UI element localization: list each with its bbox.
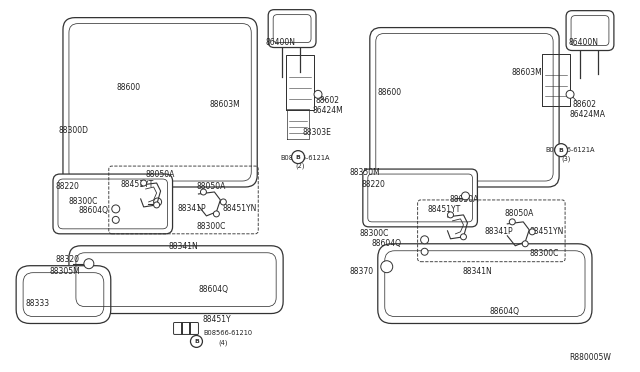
Text: 88604Q: 88604Q	[79, 206, 109, 215]
FancyBboxPatch shape	[63, 17, 257, 187]
Circle shape	[522, 241, 528, 247]
Text: 88341N: 88341N	[168, 242, 198, 251]
Text: (2): (2)	[295, 163, 305, 169]
Text: 88600: 88600	[116, 83, 141, 92]
Text: 88350M: 88350M	[350, 167, 381, 177]
Text: B: B	[296, 155, 301, 160]
Text: 86400N: 86400N	[265, 38, 295, 47]
Circle shape	[420, 236, 429, 244]
FancyBboxPatch shape	[370, 28, 559, 187]
Text: 88300C: 88300C	[360, 229, 389, 238]
Text: 88300D: 88300D	[59, 126, 89, 135]
Text: (4): (4)	[218, 339, 228, 346]
Circle shape	[154, 198, 161, 206]
Text: 88050A: 88050A	[196, 183, 226, 192]
Circle shape	[292, 151, 305, 164]
FancyBboxPatch shape	[566, 11, 614, 51]
Circle shape	[460, 234, 467, 240]
Text: 88300C: 88300C	[69, 198, 99, 206]
Text: 88220: 88220	[362, 180, 386, 189]
Text: 88451YT: 88451YT	[121, 180, 154, 189]
Circle shape	[421, 248, 428, 255]
Text: 88603M: 88603M	[511, 68, 542, 77]
Text: 88220: 88220	[56, 183, 80, 192]
Text: 88341N: 88341N	[463, 267, 492, 276]
Text: 86424M: 86424M	[312, 106, 343, 115]
Text: 88303E: 88303E	[302, 128, 331, 137]
Circle shape	[566, 90, 574, 98]
Text: 88451YT: 88451YT	[428, 205, 461, 214]
FancyBboxPatch shape	[363, 169, 477, 227]
Circle shape	[213, 211, 220, 217]
Circle shape	[84, 259, 94, 269]
Text: 88602: 88602	[572, 100, 596, 109]
Text: 88451YN: 88451YN	[529, 227, 564, 236]
Text: B081A6-6121A: B081A6-6121A	[280, 155, 330, 161]
Circle shape	[381, 261, 393, 273]
Text: B081A6-6121A: B081A6-6121A	[545, 147, 595, 153]
Text: 88050A: 88050A	[504, 209, 534, 218]
Text: 88604Q: 88604Q	[372, 239, 402, 248]
Text: 88370: 88370	[350, 267, 374, 276]
Text: 88341P: 88341P	[484, 227, 513, 236]
Text: 88050A: 88050A	[449, 195, 479, 205]
Text: 88600: 88600	[378, 88, 402, 97]
Circle shape	[529, 229, 535, 235]
Text: B: B	[559, 148, 564, 153]
FancyBboxPatch shape	[16, 266, 111, 324]
Text: 88602: 88602	[315, 96, 339, 105]
Text: 88603M: 88603M	[209, 100, 240, 109]
Text: 88300C: 88300C	[529, 249, 559, 258]
Text: 88050A: 88050A	[146, 170, 175, 179]
Circle shape	[314, 90, 322, 98]
FancyBboxPatch shape	[69, 246, 283, 314]
Text: 88604Q: 88604Q	[198, 285, 228, 294]
Circle shape	[141, 180, 147, 186]
Circle shape	[191, 336, 202, 347]
Text: 88333: 88333	[25, 299, 49, 308]
Text: 88341P: 88341P	[177, 205, 206, 214]
Text: 86400N: 86400N	[568, 38, 598, 47]
Text: 88604Q: 88604Q	[490, 307, 520, 316]
Circle shape	[447, 212, 454, 218]
Text: B08566-61210: B08566-61210	[204, 330, 253, 336]
Text: 86424MA: 86424MA	[569, 110, 605, 119]
Circle shape	[220, 199, 227, 205]
FancyBboxPatch shape	[378, 244, 592, 324]
Circle shape	[461, 192, 469, 200]
Circle shape	[509, 219, 515, 225]
Text: 88305M: 88305M	[49, 267, 80, 276]
Text: 88300C: 88300C	[196, 222, 226, 231]
Circle shape	[112, 205, 120, 213]
Text: 88451YN: 88451YN	[222, 205, 257, 214]
Text: 88451Y: 88451Y	[202, 315, 231, 324]
Text: R880005W: R880005W	[569, 353, 611, 362]
Circle shape	[154, 202, 159, 208]
FancyBboxPatch shape	[53, 174, 173, 234]
Text: 88320: 88320	[56, 255, 80, 264]
Circle shape	[112, 217, 119, 223]
FancyBboxPatch shape	[268, 10, 316, 48]
Text: (3): (3)	[561, 156, 570, 162]
Circle shape	[555, 144, 568, 157]
Text: B: B	[194, 339, 199, 344]
Circle shape	[200, 189, 207, 195]
